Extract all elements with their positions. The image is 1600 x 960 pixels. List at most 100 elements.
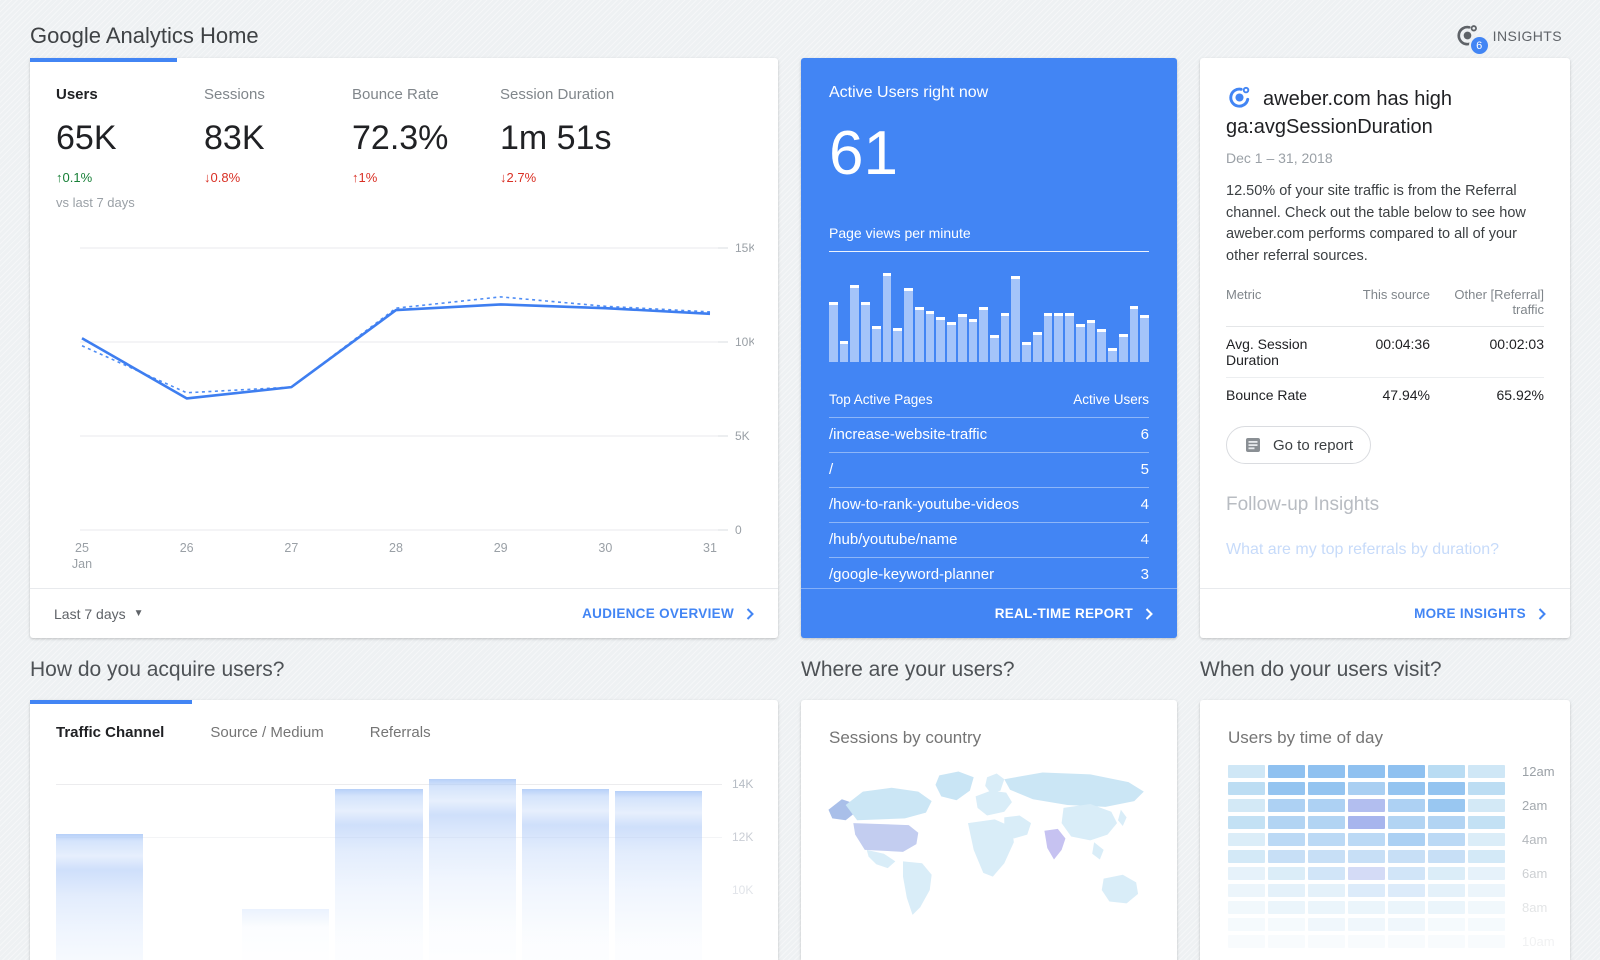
metric-tab-bounce-rate[interactable]: Bounce Rate 72.3% ↑1%	[352, 86, 500, 210]
active-page-users: 6	[1140, 426, 1149, 443]
heatmap-cell	[1468, 833, 1505, 846]
heatmap-row	[1228, 782, 1570, 795]
more-insights-link[interactable]: MORE INSIGHTS	[1414, 606, 1546, 621]
metric-name: Bounce Rate	[1226, 387, 1307, 403]
followup-question-link[interactable]: What are my top referrals by duration?	[1226, 541, 1500, 558]
heatmap-row: 4am	[1228, 832, 1570, 847]
insight-date-range: Dec 1 – 31, 2018	[1226, 150, 1333, 167]
pageviews-bar	[979, 307, 989, 362]
metric-label: Bounce Rate	[352, 86, 439, 103]
insight-body-text: 12.50% of your site traffic is from the …	[1226, 183, 1526, 264]
pageviews-bar	[882, 272, 892, 362]
insights-label: INSIGHTS	[1492, 27, 1562, 44]
active-page-path: /	[829, 461, 834, 478]
insights-button[interactable]: 6 INSIGHTS	[1454, 22, 1562, 54]
heatmap-cell	[1468, 850, 1505, 863]
chart-gridline	[56, 784, 722, 785]
chevron-right-icon	[746, 607, 754, 620]
pageviews-bar	[1086, 319, 1096, 362]
insight-table-header: Metric This source Other [Referral] traf…	[1226, 287, 1544, 327]
heatmap-cell	[1228, 901, 1265, 914]
metric-tab-sessions[interactable]: Sessions 83K ↓0.8%	[204, 86, 352, 210]
pageviews-per-minute-label: Page views per minute	[829, 225, 1149, 252]
svg-text:25: 25	[75, 541, 89, 555]
tab-traffic-channel[interactable]: Traffic Channel	[56, 724, 165, 741]
chevron-right-icon	[1538, 607, 1546, 620]
active-page-path: /increase-website-traffic	[829, 426, 988, 443]
realtime-title: Active Users right now	[829, 84, 989, 101]
heatmap-cell	[1268, 782, 1305, 795]
comparison-note: vs last 7 days	[56, 195, 135, 210]
heatmap-cell	[1308, 833, 1345, 846]
heatmap-cell	[1348, 799, 1385, 812]
heatmap-cell	[1388, 833, 1425, 846]
active-page-path: /google-keyword-planner	[829, 566, 995, 583]
heatmap-cell	[1268, 867, 1305, 880]
insight-card: aweber.com has high ga:avgSessionDuratio…	[1200, 58, 1570, 638]
date-range-dropdown[interactable]: Last 7 days ▼	[54, 606, 144, 622]
heatmap-cell	[1308, 867, 1345, 880]
page-title: Google Analytics Home	[30, 22, 259, 48]
heatmap-row: 6am	[1228, 866, 1570, 881]
heatmap-cell	[1388, 782, 1425, 795]
tab-referrals[interactable]: Referrals	[369, 724, 431, 741]
acquisition-section-title: How do you acquire users?	[30, 658, 285, 681]
active-page-row: /5	[829, 453, 1149, 488]
channel-bar	[428, 778, 516, 960]
svg-text:31: 31	[703, 541, 717, 555]
go-to-report-button[interactable]: Go to report	[1226, 426, 1372, 464]
heatmap-cell	[1228, 884, 1265, 897]
heatmap-cell	[1228, 918, 1265, 931]
metric-tab-session-duration[interactable]: Session Duration 1m 51s ↓2.7%	[500, 86, 648, 210]
heatmap-hour-label: 10am	[1522, 934, 1555, 949]
pageviews-bar	[1065, 313, 1074, 362]
geo-section: Where are your users? Sessions by countr…	[801, 658, 1177, 960]
metric-delta: ↓0.8%	[204, 170, 241, 185]
realtime-report-link[interactable]: REAL-TIME REPORT	[995, 606, 1153, 621]
tab-source-medium[interactable]: Source / Medium	[210, 724, 324, 741]
heatmap-cell	[1228, 850, 1265, 863]
channel-bar	[56, 834, 144, 960]
pageviews-bar	[1011, 275, 1021, 362]
heatmap-cell	[1268, 901, 1305, 914]
heatmap-cell	[1428, 799, 1465, 812]
active-page-row: /hub/youtube/name 4	[829, 523, 1149, 558]
svg-text:0: 0	[735, 523, 742, 537]
heatmap-hour-label: 8am	[1522, 900, 1548, 915]
heatmap-cell	[1268, 799, 1305, 812]
active-metric-indicator	[30, 58, 177, 62]
heatmap-hour-label: 12am	[1522, 764, 1555, 779]
geo-card: Sessions by country	[801, 700, 1177, 960]
followup-insights-title: Follow-up Insights	[1226, 494, 1380, 515]
heatmap-hour-label: 6am	[1522, 866, 1548, 881]
chevron-right-icon	[1145, 607, 1153, 620]
report-icon	[1246, 438, 1260, 452]
metric-tab-users[interactable]: Users 65K ↑0.1% vs last 7 days	[56, 86, 204, 210]
metric-delta: ↑0.1%	[56, 170, 93, 185]
active-users-count: 61	[829, 119, 898, 188]
heatmap-cell	[1468, 867, 1505, 880]
time-section: When do your users visit? Users by time …	[1200, 658, 1570, 960]
heatmap-hour-label: 2am	[1522, 798, 1548, 813]
audience-overview-link[interactable]: AUDIENCE OVERVIEW	[582, 606, 754, 621]
users-trend-chart: 0 5K 10K 15K 25 Jan 26 27 28 29 30 31	[72, 241, 754, 571]
heatmap-cell	[1388, 901, 1425, 914]
pageviews-bar	[904, 288, 913, 362]
svg-text:30: 30	[598, 541, 612, 555]
pageviews-bar	[1032, 332, 1042, 362]
heatmap-cell	[1428, 850, 1465, 863]
heatmap-cell	[1388, 867, 1425, 880]
channel-bar	[614, 790, 702, 960]
insight-title: aweber.com has high ga:avgSessionDuratio…	[1200, 58, 1570, 141]
heatmap-cell	[1228, 765, 1265, 778]
svg-text:29: 29	[494, 541, 508, 555]
heatmap-row: 2am	[1228, 798, 1570, 813]
metric-value: 65K	[56, 119, 117, 157]
heatmap-cell	[1468, 935, 1505, 948]
svg-text:15K: 15K	[735, 241, 754, 255]
insight-table-row: Avg. Session Duration 00:04:36 00:02:03	[1226, 327, 1544, 378]
heatmap-cell	[1388, 765, 1425, 778]
overview-card-footer: Last 7 days ▼ AUDIENCE OVERVIEW	[30, 588, 778, 638]
heatmap-cell	[1388, 935, 1425, 948]
svg-text:27: 27	[284, 541, 298, 555]
